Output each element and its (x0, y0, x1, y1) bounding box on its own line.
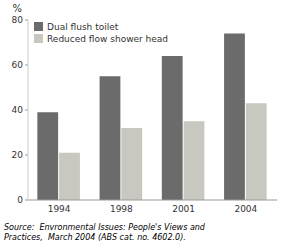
y-tick-label: 80 (12, 15, 24, 25)
legend: Dual flush toilet Reduced flow shower hea… (34, 22, 168, 44)
legend-swatch (34, 22, 43, 31)
bars (37, 34, 266, 201)
legend-label: Reduced flow shower head (47, 34, 168, 44)
y-tick-label: 20 (12, 150, 24, 160)
bar (59, 153, 80, 200)
x-tick-label: 2001 (172, 204, 195, 214)
y-tick-label: 40 (12, 105, 24, 115)
bar (121, 128, 142, 200)
bar (246, 103, 267, 200)
x-axis-line (28, 200, 277, 201)
y-tick-label: 60 (12, 60, 24, 70)
source-note: Source: Envronmental Issues: People's Vi… (4, 223, 206, 242)
x-tick-label: 2004 (234, 204, 257, 214)
bar (184, 121, 205, 200)
legend-label: Dual flush toilet (47, 22, 119, 32)
x-tick-label: 1998 (110, 204, 133, 214)
chart: % 0 20 40 60 80 1994 1998 2001 2004 Dual flush toi… (0, 0, 285, 246)
y-axis-label: % (12, 3, 22, 14)
source-line: Source: Envronmental Issues: People's Vi… (4, 223, 206, 232)
bar (100, 76, 121, 200)
bar (162, 56, 183, 200)
legend-swatch (34, 34, 43, 43)
bar (37, 112, 58, 200)
x-tick-label: 1994 (48, 204, 71, 214)
y-axis-line (28, 20, 29, 200)
y-tick-label: 0 (17, 195, 23, 205)
bar (224, 34, 245, 201)
source-line: Practices, March 2004 (ABS cat. no. 4602… (4, 233, 186, 242)
